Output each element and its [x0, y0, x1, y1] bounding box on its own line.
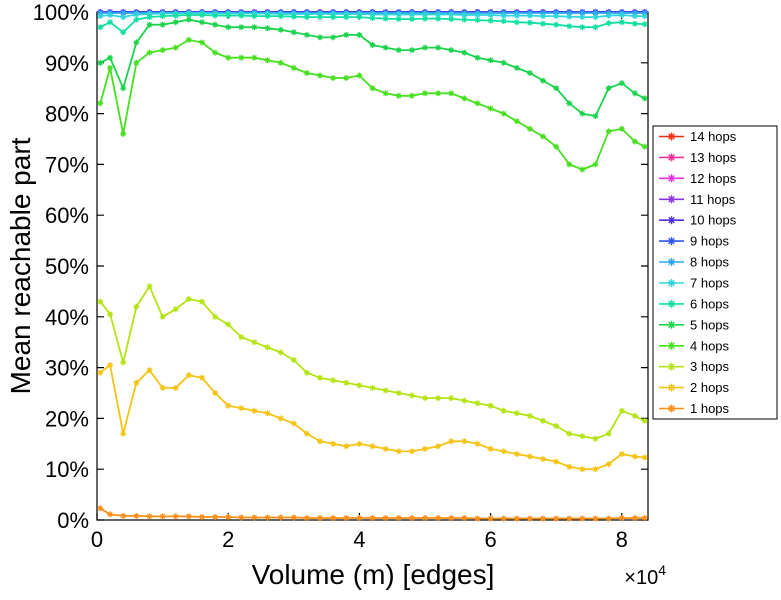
- legend-item: 11 hops: [659, 192, 736, 207]
- legend-label: 4 hops: [690, 338, 730, 353]
- y-tick-label: 0%: [57, 508, 89, 533]
- legend-item: 1 hops: [659, 401, 730, 416]
- legend-item: 3 hops: [659, 359, 730, 374]
- legend-item: 10 hops: [659, 213, 737, 228]
- y-tick-label: 70%: [45, 152, 89, 177]
- legend-label: 6 hops: [690, 296, 730, 311]
- legend-label: 10 hops: [690, 213, 737, 228]
- legend-item: 5 hops: [659, 317, 730, 332]
- legend-asterisk-icon: [667, 299, 676, 308]
- legend-asterisk-icon: [667, 279, 676, 287]
- legend-asterisk-icon: [667, 362, 676, 371]
- legend-asterisk-icon: [667, 174, 676, 183]
- legend-label: 2 hops: [690, 380, 730, 395]
- series-2-hops: [97, 362, 648, 473]
- y-tick-label: 10%: [45, 457, 89, 482]
- legend-asterisk-icon: [667, 258, 676, 266]
- y-axis-label: Mean reachable part: [5, 137, 36, 394]
- y-tick-label: 20%: [45, 406, 89, 431]
- x-tick-label: 4: [353, 527, 365, 552]
- legend-item: 4 hops: [659, 338, 730, 353]
- legend-item: 8 hops: [659, 255, 730, 270]
- y-tick-label: 100%: [33, 0, 89, 25]
- legend-label: 13 hops: [690, 150, 737, 165]
- series-6-hops: [97, 12, 648, 36]
- legend-asterisk-icon: [667, 341, 676, 350]
- legend-asterisk-icon: [667, 153, 676, 162]
- plot-area: [96, 11, 649, 521]
- legend-asterisk-icon: [667, 195, 676, 204]
- legend-item: 6 hops: [659, 296, 730, 311]
- legend-item: 13 hops: [659, 150, 737, 165]
- legend-item: 14 hops: [659, 129, 737, 144]
- legend-asterisk-icon: [667, 132, 676, 141]
- legend-label: 1 hops: [690, 401, 730, 416]
- series-5-hops: [97, 16, 648, 120]
- legend-label: 3 hops: [690, 359, 730, 374]
- x-axis-label: Volume (m) [edges]: [252, 559, 495, 590]
- legend-item: 9 hops: [659, 234, 730, 249]
- legend-label: 14 hops: [690, 129, 737, 144]
- legend-label: 7 hops: [690, 276, 730, 291]
- legend-label: 9 hops: [690, 234, 730, 249]
- x-tick-label: 6: [484, 527, 496, 552]
- legend-asterisk-icon: [667, 216, 676, 225]
- series-3-hops: [97, 283, 648, 442]
- y-tick-label: 40%: [45, 305, 89, 330]
- y-tick-label: 80%: [45, 102, 89, 127]
- x-tick-label: 2: [222, 527, 234, 552]
- x-axis-multiplier: ×104: [624, 562, 666, 589]
- legend-asterisk-icon: [667, 320, 676, 329]
- legend-item: 12 hops: [659, 171, 737, 186]
- series-4-hops: [97, 36, 648, 173]
- y-tick-label: 30%: [45, 356, 89, 381]
- x-tick-label: 0: [91, 527, 103, 552]
- legend-item: 2 hops: [659, 380, 730, 395]
- legend-asterisk-icon: [667, 237, 676, 246]
- y-tick-label: 60%: [45, 203, 89, 228]
- legend-label: 5 hops: [690, 317, 730, 332]
- legend-label: 8 hops: [690, 255, 730, 270]
- legend-label: 11 hops: [690, 192, 736, 207]
- y-tick-label: 90%: [45, 51, 89, 76]
- series-1-hops: [97, 505, 648, 522]
- legend-asterisk-icon: [667, 383, 676, 392]
- y-tick-label: 50%: [45, 254, 89, 279]
- legend-item: 7 hops: [659, 276, 730, 291]
- legend-asterisk-icon: [667, 404, 676, 413]
- legend: 14 hops 13 hops 12 hops 11 hops 10 hops 9 hop…: [652, 125, 778, 420]
- x-tick-label: 8: [616, 527, 628, 552]
- legend-label: 12 hops: [690, 171, 737, 186]
